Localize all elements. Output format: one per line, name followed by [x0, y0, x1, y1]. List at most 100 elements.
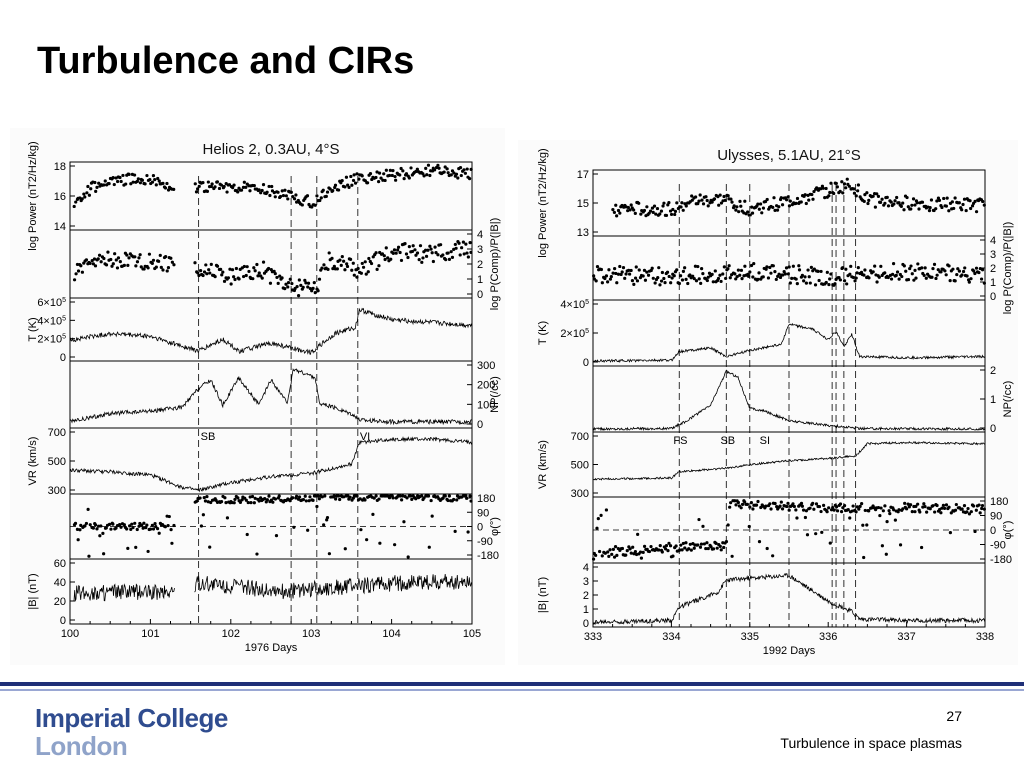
data-point: [750, 205, 754, 209]
data-point: [939, 270, 943, 274]
data-point: [327, 552, 332, 556]
data-point: [423, 248, 428, 252]
data-point: [343, 268, 347, 272]
data-point: [608, 548, 612, 552]
data-point: [642, 208, 647, 213]
data-point: [825, 510, 829, 514]
data-point: [87, 554, 91, 558]
data-point: [242, 264, 246, 269]
data-point: [86, 507, 90, 511]
data-point: [384, 168, 388, 172]
data-point: [821, 186, 825, 190]
data-point: [722, 194, 726, 199]
data-point: [128, 524, 132, 528]
data-point: [231, 186, 235, 190]
data-point: [710, 272, 714, 277]
data-point: [320, 495, 324, 499]
data-point: [303, 494, 307, 498]
data-point: [775, 208, 780, 212]
data-point: [920, 545, 924, 550]
data-point: [222, 184, 226, 189]
data-point: [311, 286, 315, 291]
data-point: [452, 171, 456, 175]
data-point: [727, 264, 731, 268]
data-point: [245, 532, 249, 537]
data-point: [773, 501, 777, 506]
data-point: [402, 176, 406, 181]
data-point: [873, 205, 877, 209]
data-point: [163, 525, 167, 529]
data-point: [232, 183, 236, 187]
data-point: [150, 523, 154, 527]
series-power: [72, 163, 473, 209]
data-point: [422, 174, 426, 178]
data-point: [172, 187, 176, 191]
data-point: [966, 506, 970, 511]
data-point: [244, 273, 248, 278]
data-point: [969, 510, 973, 514]
data-point: [95, 185, 99, 189]
data-point: [347, 185, 351, 190]
data-point: [678, 548, 682, 552]
data-point: [625, 549, 629, 553]
data-point: [101, 531, 105, 535]
data-point: [810, 192, 814, 197]
data-point: [801, 508, 806, 512]
data-point: [743, 264, 747, 268]
data-point: [858, 504, 862, 508]
data-point: [418, 244, 423, 248]
data-point: [800, 504, 804, 508]
data-point: [209, 500, 213, 505]
right-tick-label: 1: [990, 277, 996, 289]
data-point: [680, 548, 684, 552]
data-point: [728, 276, 732, 280]
data-point: [768, 502, 772, 506]
data-point: [169, 528, 173, 532]
data-point: [897, 201, 901, 205]
data-point: [932, 262, 937, 266]
data-point: [134, 264, 138, 268]
data-point: [274, 534, 279, 538]
data-point: [863, 508, 867, 513]
series-compressibility: [72, 239, 473, 298]
data-point: [637, 201, 641, 205]
data-point: [927, 209, 932, 213]
data-point: [409, 166, 413, 170]
data-point: [627, 268, 631, 273]
data-point: [820, 530, 824, 534]
chart-title: Helios 2, 0.3AU, 4°S: [203, 141, 340, 158]
data-point: [272, 191, 276, 195]
data-point: [669, 212, 674, 217]
data-point: [596, 517, 600, 521]
data-point: [242, 180, 246, 184]
data-point: [957, 201, 961, 205]
data-point: [829, 181, 833, 185]
x-tick-label: 104: [382, 628, 400, 640]
data-point: [686, 281, 690, 286]
data-point: [978, 511, 982, 515]
data-point: [270, 184, 274, 189]
data-point: [421, 256, 425, 260]
right-tick-label: 0: [990, 525, 996, 537]
data-point: [611, 208, 615, 212]
data-line: [69, 368, 473, 426]
left-tick-label: 0: [583, 357, 589, 369]
data-point: [93, 180, 97, 185]
data-point: [430, 514, 434, 518]
data-point: [357, 177, 361, 181]
data-point: [146, 549, 150, 554]
data-point: [465, 496, 469, 500]
data-point: [109, 527, 113, 531]
right-tick-label: 0: [990, 423, 996, 435]
data-point: [393, 543, 397, 547]
data-point: [286, 197, 290, 201]
x-tick-label: 100: [61, 628, 79, 640]
data-point: [276, 190, 280, 194]
data-point: [771, 205, 775, 209]
data-point: [886, 204, 891, 208]
data-point: [283, 286, 287, 291]
data-point: [153, 521, 157, 526]
data-point: [142, 267, 146, 271]
data-point: [787, 508, 791, 512]
data-point: [751, 507, 755, 511]
